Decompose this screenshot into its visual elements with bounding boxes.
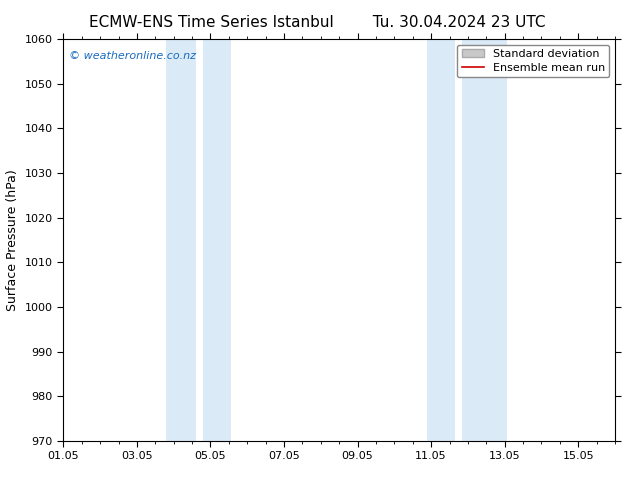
Bar: [203, 39, 231, 441]
Bar: [462, 39, 507, 441]
Bar: [166, 39, 196, 441]
Y-axis label: Surface Pressure (hPa): Surface Pressure (hPa): [6, 169, 19, 311]
Bar: [427, 39, 455, 441]
Text: © weatheronline.co.nz: © weatheronline.co.nz: [69, 51, 196, 61]
Legend: Standard deviation, Ensemble mean run: Standard deviation, Ensemble mean run: [457, 45, 609, 77]
Text: ECMW-ENS Time Series Istanbul        Tu. 30.04.2024 23 UTC: ECMW-ENS Time Series Istanbul Tu. 30.04.…: [89, 15, 545, 30]
